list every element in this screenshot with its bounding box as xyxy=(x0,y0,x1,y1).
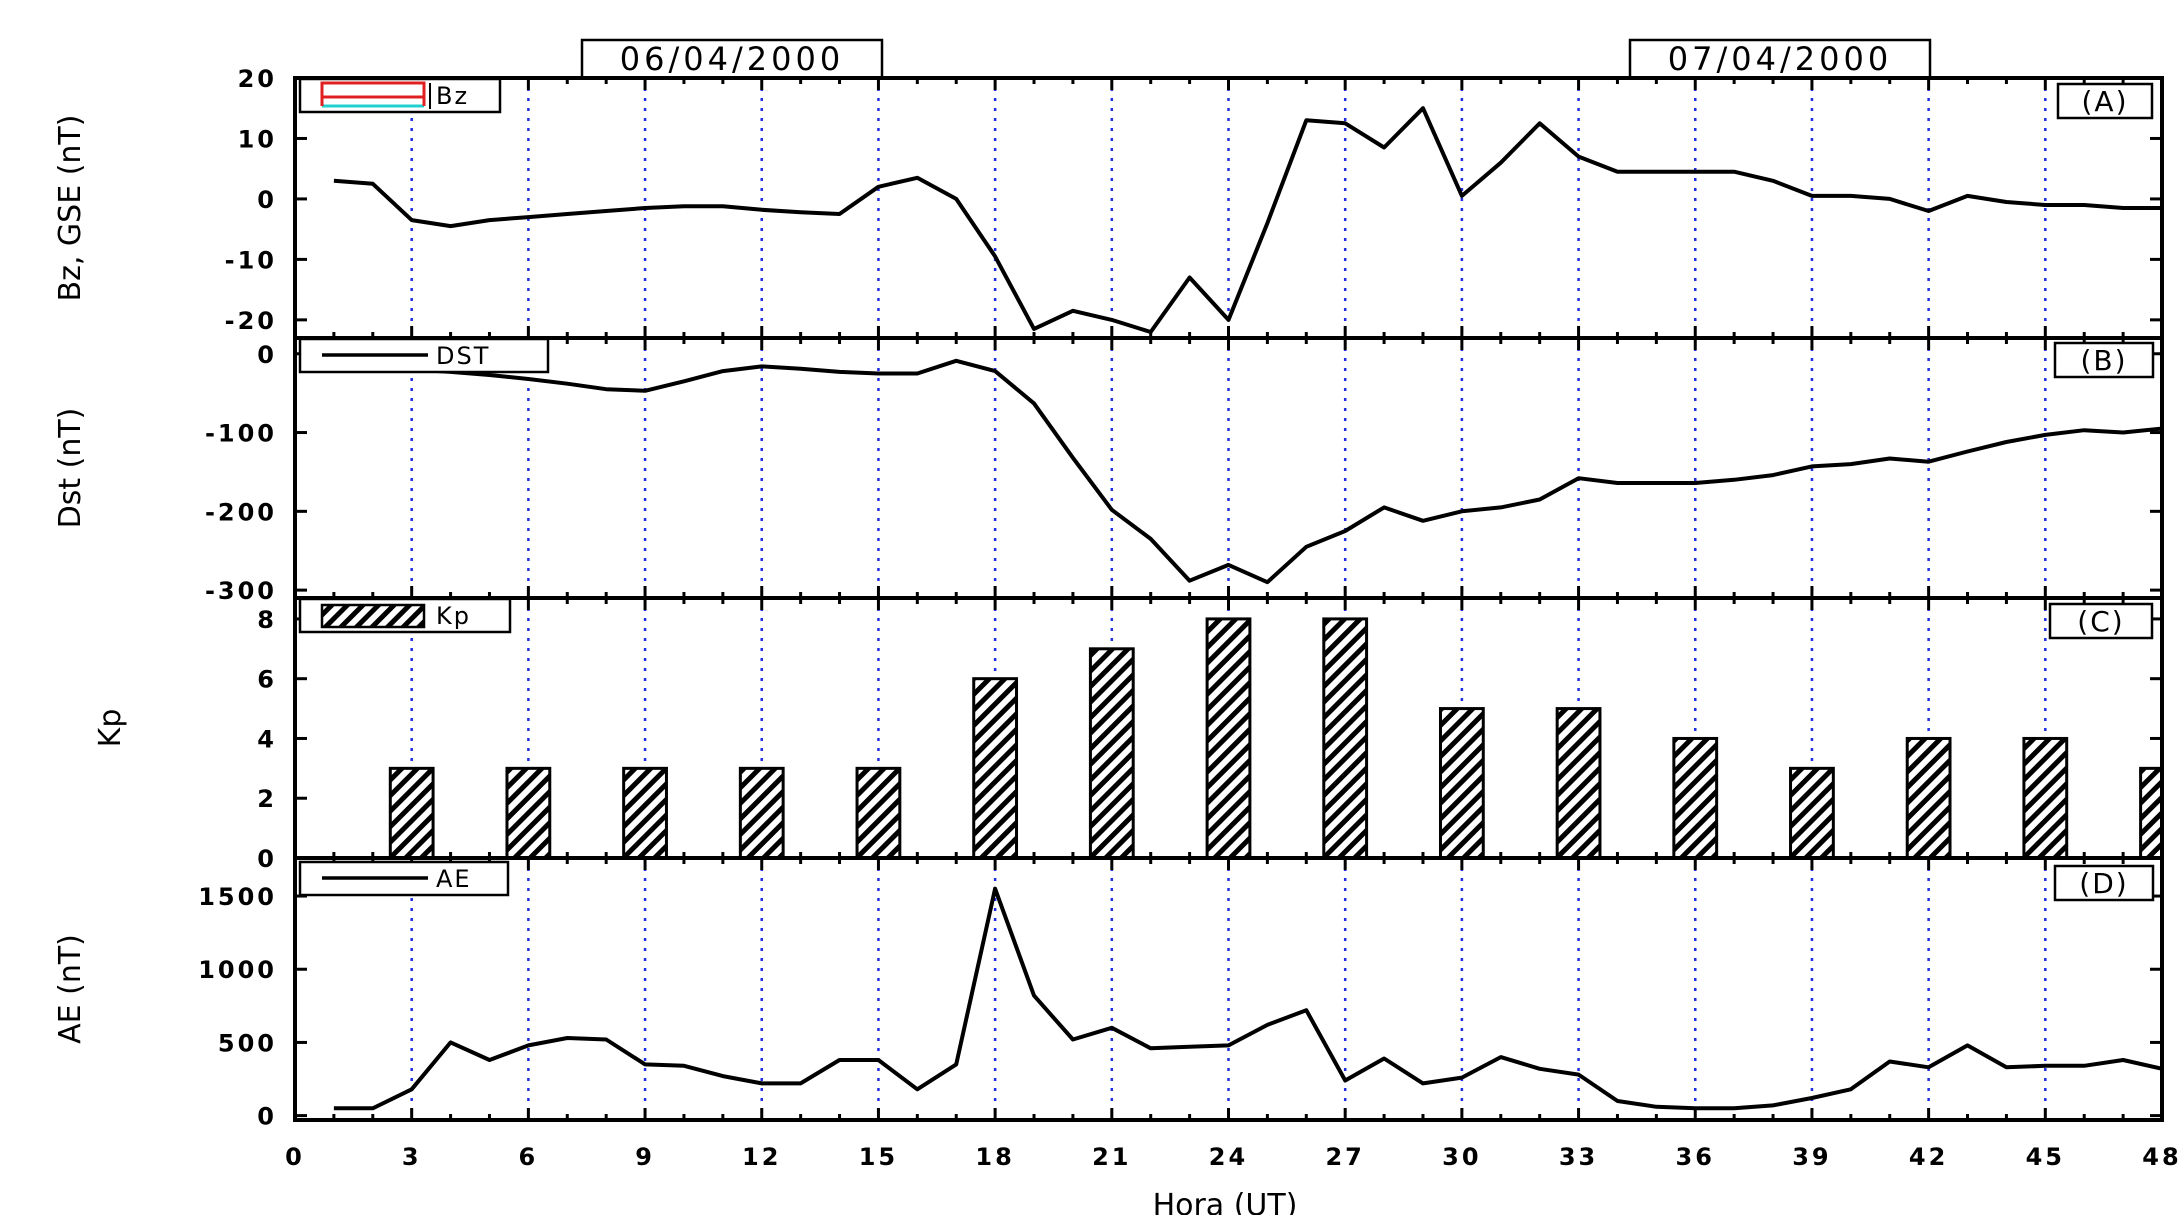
x-axis-label: Hora (UT) xyxy=(1153,1188,1298,1215)
panel-D: 1500 1000 500 0 AE (D) AE (nT) xyxy=(53,856,2164,1131)
legend-label-B: DST xyxy=(436,342,490,370)
y-axis-label-A: Bz, GSE (nT) xyxy=(53,115,88,302)
kp-bar-1 xyxy=(505,766,552,860)
x-tick-label-6: 18 xyxy=(975,1143,1014,1171)
y-tick-label-C-3: 6 xyxy=(257,666,277,694)
panel-A: 20 10 0 -10 -20 Bz (A) Bz, GSE (nT) xyxy=(53,65,2164,340)
kp-bar-0 xyxy=(388,766,435,860)
y-tick-label-C-0: 0 xyxy=(257,845,277,873)
x-tick-label-4: 12 xyxy=(742,1143,781,1171)
kp-bar-9 xyxy=(1438,707,1485,860)
y-tick-label-B-2: -200 xyxy=(205,498,277,526)
x-tick-label-0: 0 xyxy=(285,1143,305,1171)
kp-bar-3 xyxy=(738,766,785,860)
panel-B: 0 -100 -200 -300 DST (B) Dst (nT) xyxy=(53,336,2164,605)
x-tick-label-3: 9 xyxy=(635,1143,655,1171)
x-tick-label-8: 24 xyxy=(1209,1143,1248,1171)
legend-B: DST xyxy=(298,337,550,374)
y-tick-label-D-3: 0 xyxy=(257,1103,277,1131)
y-tick-label-B-0: 0 xyxy=(257,341,277,369)
kp-bar-13 xyxy=(1905,736,1952,860)
x-tick-label-7: 21 xyxy=(1092,1143,1131,1171)
kp-bar-7 xyxy=(1205,617,1252,860)
panel-tag-box-D xyxy=(2053,864,2155,902)
x-tick-label-12: 36 xyxy=(1676,1143,1715,1171)
y-tick-label-A-2: 0 xyxy=(257,186,277,214)
panel-C: 0 2 4 6 8 Kp (C) Kp xyxy=(93,596,2164,873)
series-line-D xyxy=(333,886,2163,1111)
x-tick-label-11: 33 xyxy=(1559,1143,1598,1171)
kp-bar-10 xyxy=(1555,707,1602,860)
kp-bar-15 xyxy=(2139,766,2164,860)
x-tick-label-13: 39 xyxy=(1792,1143,1831,1171)
x-tick-label-5: 15 xyxy=(859,1143,898,1171)
panel-tag-box-B xyxy=(2053,341,2155,379)
y-tick-label-A-1: 10 xyxy=(238,125,277,153)
y-axis-label-C: Kp xyxy=(93,709,128,748)
legend-swatch-red xyxy=(320,81,426,99)
panel-tag-A: (A) xyxy=(2081,85,2128,118)
x-tick-label-16: 48 xyxy=(2142,1143,2178,1171)
x-tick-label-14: 42 xyxy=(1909,1143,1948,1171)
panel-tag-B: (B) xyxy=(2080,344,2127,377)
panel-frame-D xyxy=(293,856,2164,1122)
y-tick-label-D-1: 1000 xyxy=(198,956,277,984)
kp-bar-12 xyxy=(1789,766,1835,860)
y-tick-label-A-0: 20 xyxy=(238,65,277,93)
y-tick-label-B-3: -300 xyxy=(205,577,277,605)
y-tick-label-A-3: -10 xyxy=(225,246,277,274)
date-box-2: 07/04/2000 xyxy=(1628,38,1932,80)
y-tick-label-A-4: -20 xyxy=(225,307,277,335)
x-tick-label-15: 45 xyxy=(2026,1143,2065,1171)
panel-tag-box-C xyxy=(2048,602,2154,640)
series-line-B xyxy=(333,358,2163,585)
legend-label-D: AE xyxy=(436,865,472,893)
y-tick-label-C-2: 4 xyxy=(257,725,277,753)
kp-bar-11 xyxy=(1672,736,1719,860)
y-axis-label-D: AE (nT) xyxy=(53,934,88,1044)
legend-D: AE xyxy=(298,860,510,897)
y-axis-label-B: Dst (nT) xyxy=(53,408,88,529)
date-label-2: 07/04/2000 xyxy=(1668,40,1892,78)
legend-A: Bz xyxy=(298,77,502,114)
kp-bar-2 xyxy=(622,766,668,860)
panel-tag-C: (C) xyxy=(2077,605,2124,638)
kp-bar-14 xyxy=(2022,736,2069,860)
kp-bar-6 xyxy=(1088,647,1135,860)
y-tick-label-C-1: 2 xyxy=(257,785,277,813)
y-tick-label-C-4: 8 xyxy=(257,606,277,634)
x-tick-label-9: 27 xyxy=(1325,1143,1364,1171)
x-tick-label-2: 6 xyxy=(519,1143,539,1171)
panel-tag-D: (D) xyxy=(2079,867,2128,900)
y-tick-label-B-1: -100 xyxy=(205,420,277,448)
date-box-1: 06/04/2000 xyxy=(580,38,884,80)
kp-bar-4 xyxy=(855,766,902,860)
legend-label-C: Kp xyxy=(436,602,471,630)
y-tick-label-D-0: 1500 xyxy=(198,883,277,911)
y-tick-label-D-2: 500 xyxy=(218,1029,277,1057)
kp-bar-5 xyxy=(972,677,1019,860)
legend-label-A: Bz xyxy=(436,82,469,110)
legend-C: Kp xyxy=(298,597,512,634)
legend-swatch-hatch xyxy=(320,603,426,629)
date-label-1: 06/04/2000 xyxy=(620,40,844,78)
panel-tag-box-A xyxy=(2056,82,2154,120)
series-line-A xyxy=(333,106,2162,334)
x-tick-label-10: 30 xyxy=(1442,1143,1481,1171)
kp-bar-8 xyxy=(1322,617,1369,860)
x-tick-label-1: 3 xyxy=(402,1143,422,1171)
